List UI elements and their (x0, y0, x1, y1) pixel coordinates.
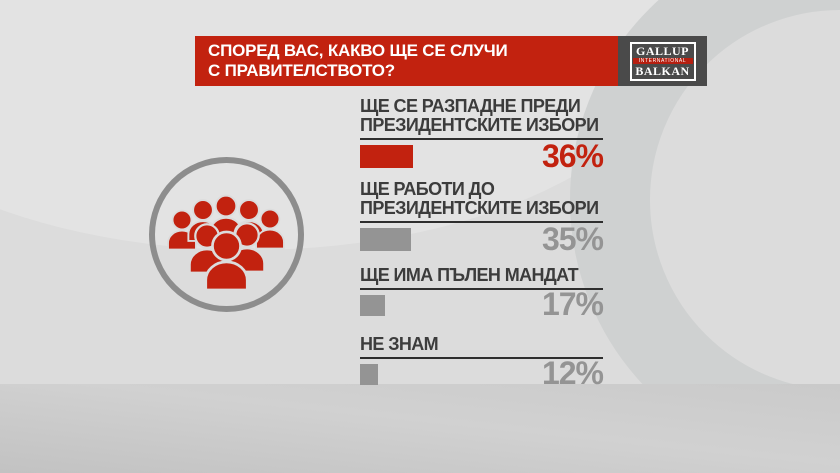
result-underline (360, 288, 603, 290)
gallup-logo-middle-text: INTERNATIONAL (632, 57, 693, 64)
result-value: 17% (541, 286, 604, 322)
result-bar-area: 36% (360, 138, 604, 174)
result-bar (360, 145, 413, 168)
question-banner-red: СПОРЕД ВАС, КАКВО ЩЕ СЕ СЛУЧИ С ПРАВИТЕЛ… (195, 36, 618, 86)
results-list: ЩЕ СЕ РАЗПАДНЕ ПРЕДИ ПРЕЗИДЕНТСКИТЕ ИЗБО… (360, 96, 604, 398)
result-bar (360, 228, 412, 251)
result-row-2: ЩЕ РАБОТИ ДО ПРЕЗИДЕНТСКИТЕ ИЗБОРИ 35% (360, 179, 604, 257)
question-text: СПОРЕД ВАС, КАКВО ЩЕ СЕ СЛУЧИ С ПРАВИТЕЛ… (208, 41, 508, 80)
crowd-badge (149, 157, 304, 312)
result-label: НЕ ЗНАМ (360, 334, 439, 354)
result-row-3: ЩЕ ИМА ПЪЛЕН МАНДАТ 17% (360, 265, 604, 322)
result-bar (360, 364, 378, 385)
result-label: ЩЕ РАБОТИ ДО ПРЕЗИДЕНТСКИТЕ ИЗБОРИ (360, 179, 599, 218)
crowd-icon (167, 194, 285, 292)
footer-band (0, 384, 840, 473)
result-value: 35% (541, 221, 604, 257)
result-bar (360, 295, 385, 316)
gallup-logo-bottom-text: BALKAN (635, 63, 690, 78)
result-value: 36% (541, 138, 604, 174)
result-bar-area: 35% (360, 221, 604, 257)
result-underline (360, 357, 603, 359)
result-underline (360, 138, 603, 140)
result-bar-area: 12% (360, 355, 604, 391)
gallup-logo-top-text: GALLUP (635, 43, 689, 58)
gallup-logo-frame: GALLUP INTERNATIONAL BALKAN (629, 41, 696, 81)
result-bar-area: 17% (360, 286, 604, 322)
result-row-1: ЩЕ СЕ РАЗПАДНЕ ПРЕДИ ПРЕЗИДЕНТСКИТЕ ИЗБО… (360, 96, 604, 174)
result-value: 12% (541, 355, 604, 391)
result-underline (360, 221, 603, 223)
result-label: ЩЕ СЕ РАЗПАДНЕ ПРЕДИ ПРЕЗИДЕНТСКИТЕ ИЗБО… (360, 96, 599, 135)
result-label: ЩЕ ИМА ПЪЛЕН МАНДАТ (360, 265, 579, 285)
result-row-4: НЕ ЗНАМ 12% (360, 334, 604, 391)
ring-decor (570, 0, 840, 470)
question-banner: СПОРЕД ВАС, КАКВО ЩЕ СЕ СЛУЧИ С ПРАВИТЕЛ… (195, 36, 707, 86)
gallup-logo: GALLUP INTERNATIONAL BALKAN (618, 36, 707, 86)
